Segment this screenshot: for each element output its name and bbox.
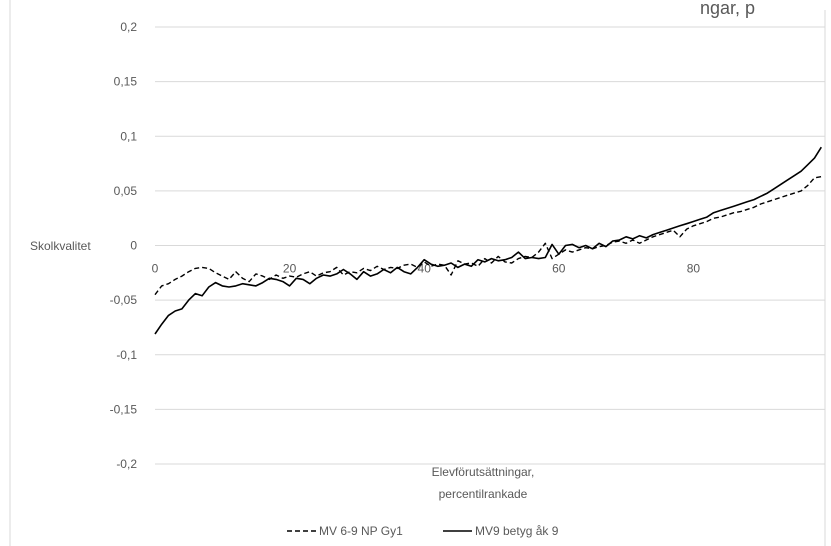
x-tick-label-0: 0 — [152, 262, 159, 276]
x-tick-label-4: 80 — [687, 262, 701, 276]
y-axis-label: Skolkvalitet — [30, 239, 91, 253]
x-tick-label-3: 60 — [552, 262, 566, 276]
y-tick-label-6: 0,1 — [120, 129, 137, 143]
x-tick-label-1: 20 — [283, 262, 297, 276]
y-tick-label-8: 0,2 — [120, 20, 137, 34]
x-axis-label-line-2: percentilrankade — [439, 487, 528, 501]
y-tick-label-1: -0,15 — [110, 402, 138, 416]
x-axis-label: Elevförutsättningar, percentilrankade — [432, 465, 535, 501]
series-lines — [154, 146, 822, 335]
y-tick-label-7: 0,15 — [114, 75, 138, 89]
y-tick-label-5: 0,05 — [114, 184, 138, 198]
gridlines — [155, 26, 825, 465]
y-tick-label-4: 0 — [130, 239, 137, 253]
x-axis-label-line-1: Elevförutsättningar, — [432, 465, 535, 479]
legend-label-0: MV 6-9 NP Gy1 — [319, 524, 403, 538]
series-line-0 — [154, 176, 822, 296]
legend-label-1: MV9 betyg åk 9 — [475, 524, 559, 538]
series-line-1 — [154, 146, 822, 335]
title-cover — [150, 0, 830, 10]
legend: MV 6-9 NP Gy1 MV9 betyg åk 9 — [287, 524, 559, 538]
y-tick-label-0: -0,2 — [116, 457, 137, 471]
y-tick-label-2: -0,1 — [116, 348, 137, 362]
chart-title: ngar, p — [150, 0, 830, 18]
chart-title-fragment: ngar, p — [700, 0, 755, 18]
y-tick-label-3: -0,05 — [110, 293, 138, 307]
y-tick-labels: -0,2 -0,15 -0,1 -0,05 0 0,05 0,1 0,15 0,2 — [110, 20, 138, 471]
